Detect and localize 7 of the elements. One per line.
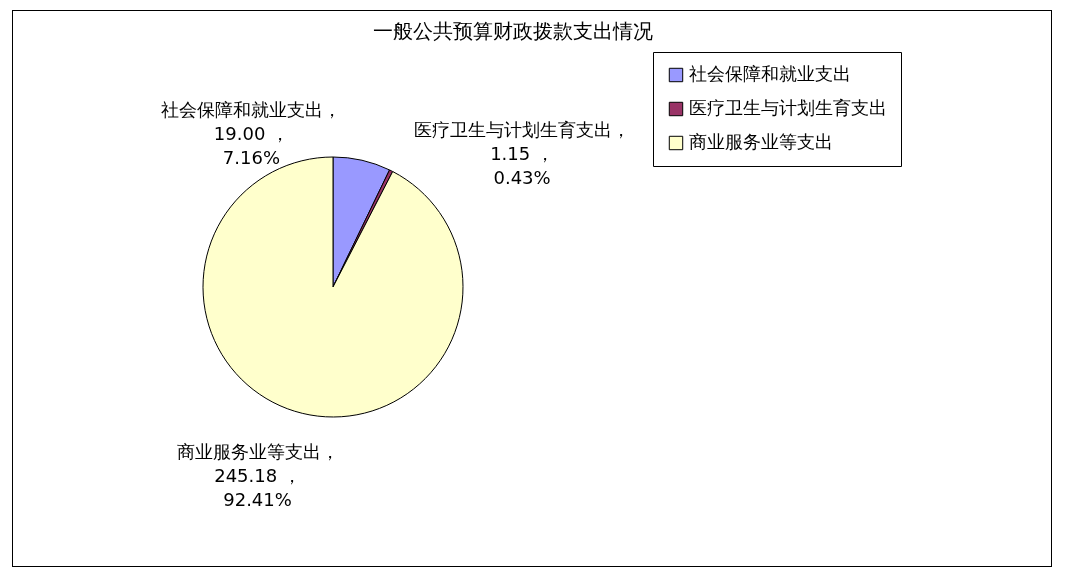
chart-title: 一般公共预算财政拨款支出情况 — [373, 18, 653, 43]
legend-label: 社会保障和就业支出 — [689, 63, 851, 84]
legend-label: 商业服务业等支出 — [689, 131, 833, 152]
data-label: 医疗卫生与计划生育支出，1.15 ，0.43% — [414, 118, 631, 188]
data-label: 社会保障和就业支出，19.00 ，7.16% — [161, 98, 342, 168]
legend-label: 医疗卫生与计划生育支出 — [689, 97, 887, 118]
data-label: 商业服务业等支出，245.18 ，92.41% — [176, 440, 339, 510]
